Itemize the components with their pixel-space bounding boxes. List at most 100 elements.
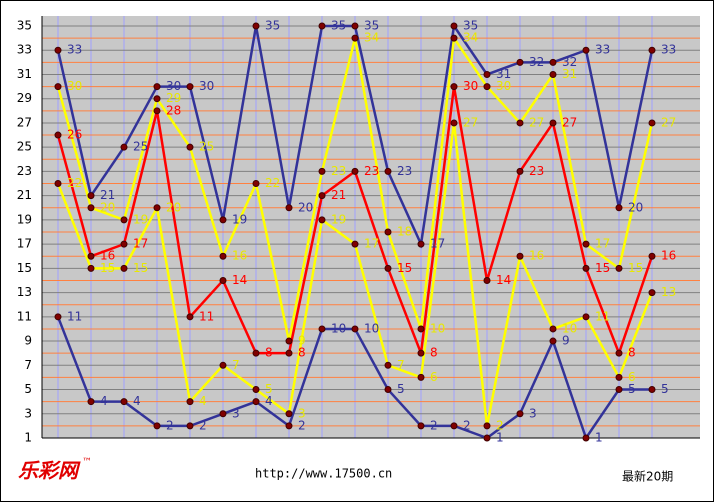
- y-tick-label: 17: [17, 237, 32, 251]
- data-label: 29: [166, 91, 181, 105]
- point-marker: [450, 422, 458, 430]
- point-marker: [417, 325, 425, 333]
- point-marker: [285, 337, 293, 345]
- point-marker: [252, 180, 260, 188]
- point-marker: [450, 34, 458, 42]
- data-label: 20: [166, 200, 181, 214]
- point-marker: [483, 422, 491, 430]
- data-label: 27: [463, 115, 478, 129]
- data-label: 28: [166, 103, 181, 117]
- data-label: 14: [232, 273, 247, 287]
- point-marker: [483, 276, 491, 284]
- point-marker: [648, 289, 656, 297]
- point-marker: [120, 216, 128, 224]
- point-marker: [87, 398, 95, 406]
- point-marker: [318, 167, 326, 175]
- data-label: 8: [265, 346, 273, 360]
- y-tick-label: 5: [24, 382, 32, 396]
- point-marker: [549, 70, 557, 78]
- point-marker: [450, 83, 458, 91]
- point-marker: [186, 143, 194, 151]
- point-marker: [615, 264, 623, 272]
- point-marker: [549, 337, 557, 345]
- point-marker: [483, 434, 491, 442]
- data-label: 19: [331, 212, 346, 226]
- point-marker: [615, 373, 623, 381]
- point-marker: [318, 22, 326, 30]
- data-label: 2: [463, 418, 471, 432]
- data-label: 15: [133, 261, 148, 275]
- trademark: ™: [82, 457, 92, 468]
- data-label: 11: [199, 309, 214, 323]
- point-marker: [615, 349, 623, 357]
- point-marker: [351, 22, 359, 30]
- point-marker: [87, 252, 95, 260]
- point-marker: [516, 167, 524, 175]
- data-label: 3: [232, 406, 240, 420]
- y-tick-label: 1: [24, 431, 32, 445]
- data-label: 4: [265, 394, 273, 408]
- point-marker: [384, 386, 392, 394]
- point-marker: [582, 313, 590, 321]
- point-marker: [252, 349, 260, 357]
- point-marker: [582, 240, 590, 248]
- data-label: 14: [496, 273, 511, 287]
- data-label: 17: [430, 237, 445, 251]
- data-label: 17: [595, 237, 610, 251]
- point-marker: [516, 58, 524, 66]
- point-marker: [285, 349, 293, 357]
- point-marker: [153, 95, 161, 103]
- data-label: 19: [133, 212, 148, 226]
- data-label: 30: [67, 79, 82, 93]
- data-label: 17: [133, 237, 148, 251]
- point-marker: [648, 386, 656, 394]
- y-tick-label: 33: [17, 43, 32, 57]
- data-label: 26: [67, 128, 82, 142]
- point-marker: [153, 422, 161, 430]
- point-marker: [384, 228, 392, 236]
- data-label: 2: [199, 418, 207, 432]
- data-label: 7: [232, 358, 240, 372]
- data-label: 35: [331, 19, 346, 33]
- y-tick-label: 7: [24, 358, 32, 372]
- point-marker: [120, 398, 128, 406]
- point-marker: [54, 131, 62, 139]
- point-marker: [417, 240, 425, 248]
- point-marker: [54, 46, 62, 54]
- data-label: 2: [430, 418, 438, 432]
- data-label: 6: [628, 370, 636, 384]
- data-label: 35: [364, 19, 379, 33]
- y-tick-label: 13: [17, 285, 32, 299]
- data-label: 20: [100, 200, 115, 214]
- data-label: 8: [298, 346, 306, 360]
- data-label: 9: [298, 334, 306, 348]
- point-marker: [384, 264, 392, 272]
- data-label: 10: [430, 321, 445, 335]
- point-marker: [483, 83, 491, 91]
- point-marker: [450, 22, 458, 30]
- point-marker: [318, 192, 326, 200]
- point-marker: [285, 204, 293, 212]
- point-marker: [351, 34, 359, 42]
- point-marker: [153, 107, 161, 115]
- plot-area: [42, 16, 700, 438]
- y-tick-label: 25: [17, 140, 32, 154]
- data-label: 1: [496, 431, 504, 445]
- point-marker: [516, 119, 524, 127]
- point-marker: [87, 264, 95, 272]
- data-label: 34: [463, 31, 478, 45]
- data-label: 20: [628, 200, 643, 214]
- data-label: 11: [67, 309, 82, 323]
- data-label: 2: [496, 418, 504, 432]
- data-label: 20: [298, 200, 313, 214]
- point-marker: [186, 422, 194, 430]
- data-label: 30: [496, 79, 511, 93]
- data-label: 15: [100, 261, 115, 275]
- data-label: 5: [265, 382, 273, 396]
- logo: 乐彩网: [18, 459, 81, 483]
- data-label: 32: [562, 55, 577, 69]
- data-label: 22: [67, 176, 82, 190]
- point-marker: [648, 119, 656, 127]
- point-marker: [54, 313, 62, 321]
